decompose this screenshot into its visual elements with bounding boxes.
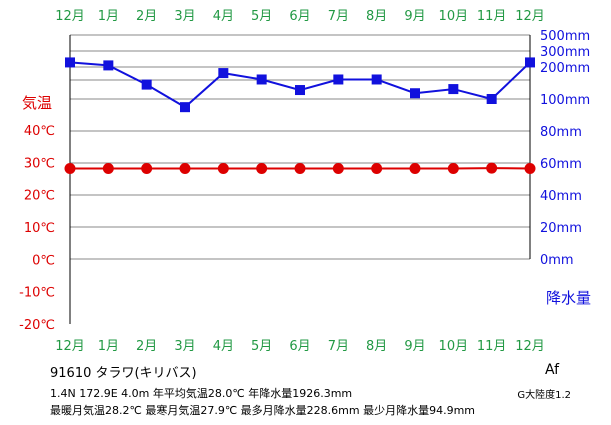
- temperature-point: [371, 162, 383, 174]
- temperature-point: [141, 162, 153, 174]
- month-label-top: 12月: [515, 9, 545, 24]
- month-label-top: 2月: [136, 9, 157, 24]
- month-label-bottom: 10月: [439, 339, 469, 354]
- precipitation-tick-label: 0mm: [540, 253, 574, 268]
- precipitation-tick-label: 200mm: [540, 61, 590, 76]
- month-label-bottom: 12月: [515, 339, 545, 354]
- grid-lines: [70, 34, 530, 260]
- station-stats-line-1: 1.4N 172.9E 4.0m 年平均気温28.0℃ 年降水量1926.3mm: [50, 387, 353, 400]
- precipitation-point: [65, 57, 75, 68]
- month-label-bottom: 9月: [404, 339, 425, 354]
- precipitation-point: [256, 74, 267, 85]
- precipitation-tick-label: 100mm: [540, 93, 590, 108]
- precipitation-tick-label: 60mm: [540, 157, 582, 172]
- month-label-top: 5月: [251, 9, 272, 24]
- temperature-point: [102, 162, 114, 174]
- station-stats-line-2: 最暖月気温28.2℃ 最寒月気温27.9℃ 最多月降水量228.6mm 最少月降…: [50, 404, 476, 417]
- continentality-index: G大陸度1.2: [517, 390, 571, 401]
- temperature-point: [486, 162, 498, 174]
- precipitation-point: [141, 79, 152, 90]
- temperature-tick-label: 30℃: [24, 156, 55, 171]
- precipitation-point: [525, 57, 535, 68]
- station-name: 91610 タラワ(キリバス): [50, 366, 197, 381]
- temperature-tick-label: 10℃: [24, 221, 55, 236]
- precipitation-tick-label: 40mm: [540, 189, 582, 204]
- axis-labels: 12月 12月 1月 1月 2月 2月 3月 3月 4月 4月 5月 5月 6月 6月 7月 7月 8月 8月 9月…: [19, 9, 591, 354]
- temperature-point: [217, 162, 229, 174]
- month-label-top: 4月: [213, 9, 234, 24]
- precipitation-tick-label: 80mm: [540, 125, 582, 140]
- koppen-climate-code: Af: [544, 362, 559, 378]
- precipitation-point: [295, 85, 305, 96]
- month-label-top: 1月: [98, 9, 119, 24]
- temperature-tick-label: 40℃: [24, 124, 55, 139]
- data-series: [64, 57, 536, 174]
- temperature-point: [409, 162, 421, 174]
- month-label-top: 9月: [404, 9, 425, 24]
- month-label-top: 7月: [328, 9, 349, 24]
- precipitation-point: [486, 94, 497, 104]
- month-label-top: 11月: [477, 9, 507, 24]
- month-label-top: 3月: [174, 9, 195, 24]
- month-label-top: 10月: [439, 9, 469, 24]
- precipitation-point: [448, 84, 459, 95]
- month-label-bottom: 11月: [477, 339, 507, 354]
- temperature-point: [256, 162, 268, 174]
- temperature-point: [294, 162, 306, 174]
- temperature-tick-label: -10℃: [19, 286, 55, 301]
- temperature-point: [64, 162, 76, 174]
- precipitation-point: [103, 60, 114, 71]
- precipitation-tick-label: 300mm: [540, 45, 590, 60]
- month-label-bottom: 12月: [55, 339, 85, 354]
- month-label-bottom: 1月: [98, 339, 119, 354]
- precipitation-point: [410, 88, 420, 99]
- month-label-bottom: 7月: [328, 339, 349, 354]
- temperature-tick-label: 20℃: [24, 189, 55, 204]
- month-label-bottom: 4月: [213, 339, 234, 354]
- month-label-bottom: 5月: [251, 339, 272, 354]
- temperature-point: [447, 162, 459, 174]
- month-label-bottom: 3月: [174, 339, 195, 354]
- temperature-tick-label: -20℃: [19, 318, 55, 333]
- month-label-bottom: 6月: [289, 339, 310, 354]
- precipitation-axis-title: 降水量: [546, 289, 591, 307]
- precipitation-point: [218, 68, 229, 79]
- temperature-point: [179, 162, 191, 174]
- temperature-tick-label: 0℃: [32, 253, 55, 268]
- month-label-top: 6月: [289, 9, 310, 24]
- climate-chart: 12月 12月 1月 1月 2月 2月 3月 3月 4月 4月 5月 5月 6月 6月 7月 7月 8月 8月 9月…: [19, 9, 591, 354]
- temperature-point: [524, 162, 536, 174]
- month-label-bottom: 2月: [136, 339, 157, 354]
- temperature-axis-title: 気温: [22, 94, 52, 112]
- precipitation-point: [180, 102, 190, 113]
- precipitation-point: [333, 74, 344, 85]
- precipitation-line: [69, 61, 531, 109]
- precipitation-tick-label: 20mm: [540, 221, 582, 236]
- month-label-top: 8月: [366, 9, 387, 24]
- month-label-top: 12月: [55, 9, 85, 24]
- chart-axes: [69, 35, 531, 324]
- temperature-point: [332, 162, 344, 174]
- precipitation-point: [371, 74, 382, 85]
- month-label-bottom: 8月: [366, 339, 387, 354]
- precipitation-tick-label: 500mm: [540, 29, 590, 44]
